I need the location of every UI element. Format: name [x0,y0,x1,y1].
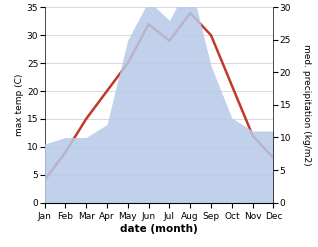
X-axis label: date (month): date (month) [120,224,198,234]
Y-axis label: med. precipitation (kg/m2): med. precipitation (kg/m2) [302,44,311,166]
Y-axis label: max temp (C): max temp (C) [15,74,24,136]
